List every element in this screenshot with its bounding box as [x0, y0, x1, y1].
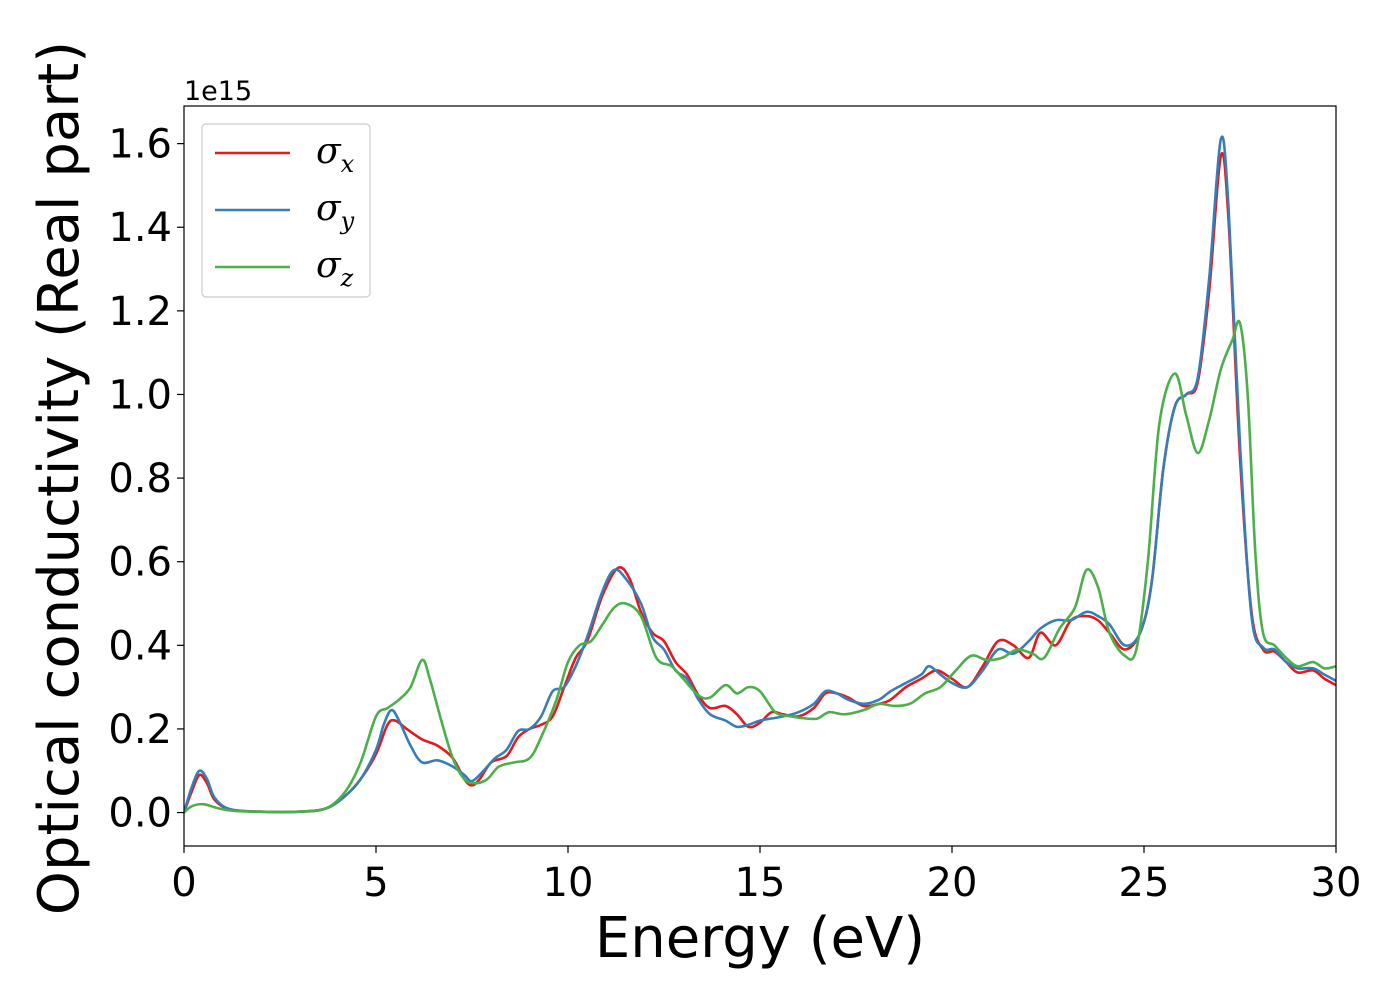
- y-tick-label: 0.2: [108, 707, 172, 753]
- y-tick-label: 1.2: [108, 289, 172, 335]
- y-tick-label: 0.8: [108, 456, 172, 502]
- y-axis-ticks: 0.0 0.2 0.4 0.6 0.8 1.0 1.2 1.4 1.6: [108, 122, 184, 837]
- x-tick-label: 25: [1119, 860, 1170, 906]
- y-tick-label: 1.4: [108, 205, 172, 251]
- series-line-sigma-y: [184, 135, 1336, 814]
- series-line-sigma-z: [184, 319, 1336, 814]
- x-axis-label: Energy (eV): [595, 906, 925, 971]
- x-axis-ticks: 0 5 10 15 20 25 30: [171, 846, 1361, 906]
- y-tick-label: 0.0: [108, 791, 172, 837]
- y-offset-label: 1e15: [184, 76, 252, 107]
- series-layer: [184, 135, 1336, 814]
- y-tick-label: 0.6: [108, 540, 172, 586]
- y-axis-label: Optical conductivity (Real part): [27, 41, 92, 915]
- legend-entry: σx: [316, 131, 355, 178]
- x-tick-label: 10: [543, 860, 594, 906]
- legend: σx σy σz: [201, 123, 371, 298]
- y-tick-label: 1.6: [108, 122, 172, 168]
- x-tick-label: 0: [171, 860, 196, 906]
- y-tick-label: 0.4: [108, 623, 172, 669]
- x-tick-label: 15: [735, 860, 786, 906]
- legend-entry: σy: [316, 188, 355, 235]
- x-tick-label: 30: [1311, 860, 1362, 906]
- x-tick-label: 5: [363, 860, 388, 906]
- y-tick-label: 1.0: [108, 372, 172, 418]
- legend-entry: σz: [316, 245, 354, 292]
- x-tick-label: 20: [927, 860, 978, 906]
